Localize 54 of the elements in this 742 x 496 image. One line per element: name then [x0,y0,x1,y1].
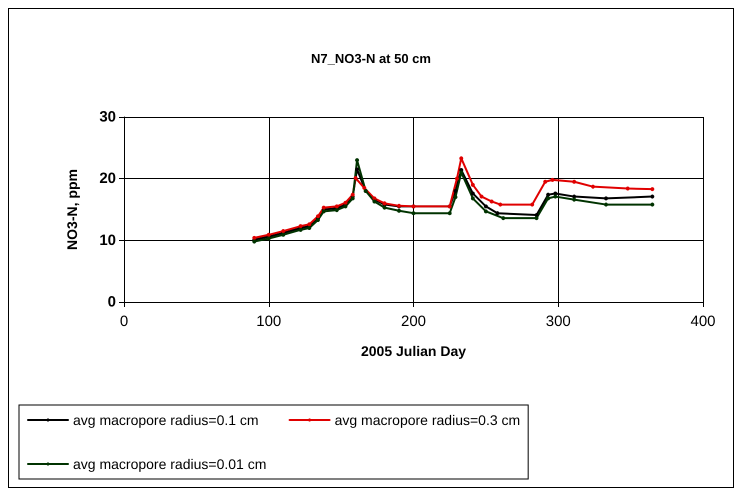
point [650,194,654,199]
x-tick-label: 400 [690,313,716,330]
point [484,204,488,208]
point [546,196,550,200]
point [604,196,608,200]
legend-label: avg macropore radius=0.1 cm [73,412,259,428]
point [470,196,475,200]
point [498,202,502,207]
x-tick-label: 0 [120,313,128,330]
point [501,216,506,220]
y-tick-label: 20 [99,170,116,188]
point [362,186,366,190]
point [590,184,595,189]
point [459,156,464,160]
legend-label: avg macropore radius=0.01 cm [73,456,266,472]
y-tick-label: 0 [108,294,116,310]
point [355,167,360,172]
point [534,216,539,220]
point [459,170,464,174]
legend-label: avg macropore radius=0.3 cm [334,412,520,428]
y-axis-title: NO3-N, ppm [64,169,80,250]
point [470,182,475,187]
point [448,211,452,216]
point [572,198,576,202]
point [480,194,484,199]
point [550,178,554,182]
point [355,158,360,162]
point [650,187,654,192]
chart-title: N7_NO3-N at 50 cm [311,51,431,66]
x-axis-title: 2005 Julian Day [360,343,466,359]
point [572,180,576,184]
point [495,211,500,216]
point [484,209,488,214]
point [543,180,548,184]
point [454,176,459,181]
point [490,199,494,204]
point [453,189,458,193]
point [453,195,458,200]
point [546,192,550,197]
point [382,206,387,210]
x-tick-label: 100 [256,313,282,330]
y-tick-label: 10 [99,232,116,249]
point [553,194,558,199]
point [604,202,608,207]
point [650,202,654,207]
point [530,202,534,207]
y-tick-label: 30 [99,108,116,126]
point [397,208,402,213]
point [470,191,475,196]
point [354,176,358,180]
point [412,211,416,216]
point [626,186,630,191]
x-tick-label: 300 [546,313,571,330]
x-tick-label: 200 [400,313,426,330]
